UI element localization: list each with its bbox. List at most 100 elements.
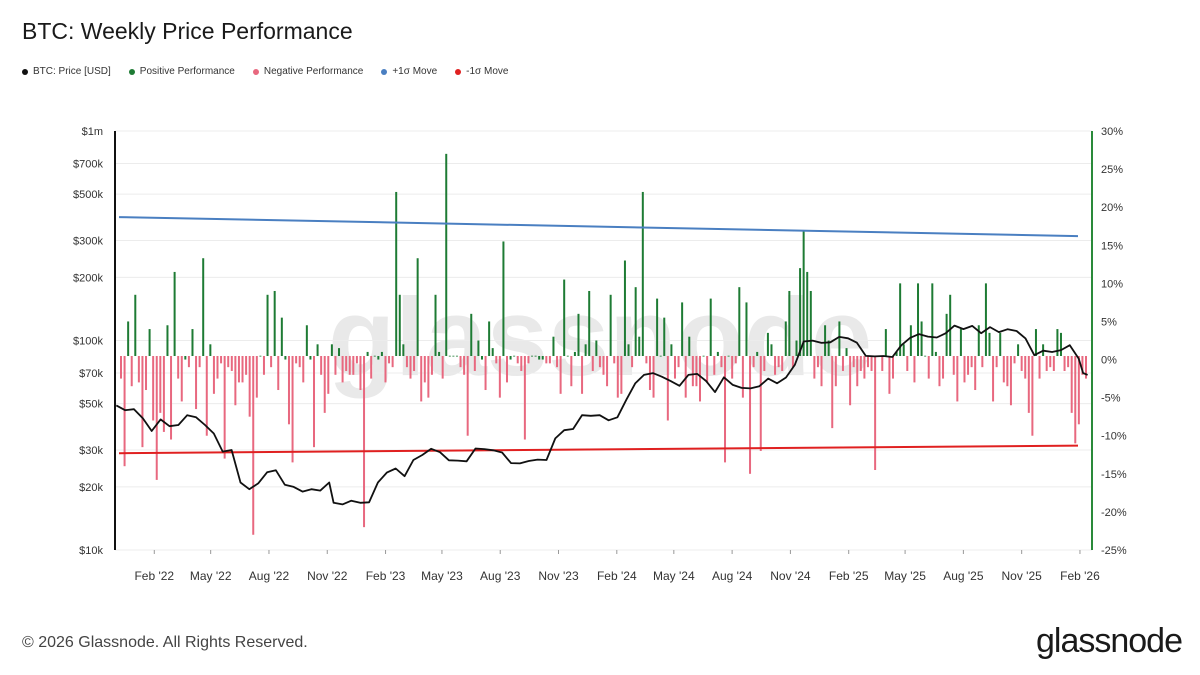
- negative-bar: [666, 356, 669, 421]
- positive-bar: [273, 290, 276, 356]
- positive-bar: [638, 336, 641, 356]
- negative-bar: [1077, 356, 1080, 425]
- positive-bar: [470, 313, 473, 356]
- positive-bar: [148, 329, 151, 356]
- negative-bar: [1038, 356, 1041, 379]
- negative-bar: [570, 356, 573, 387]
- positive-bar: [509, 356, 512, 360]
- negative-bar: [527, 356, 530, 364]
- positive-bar: [899, 283, 902, 356]
- negative-bar: [277, 356, 280, 391]
- negative-bar: [967, 356, 970, 375]
- negative-bar: [631, 356, 634, 368]
- positive-bar: [366, 351, 369, 356]
- x-tick-label: Feb '22: [134, 569, 174, 583]
- negative-bar: [892, 356, 894, 379]
- watermark: glassnode: [328, 276, 872, 399]
- positive-bar: [134, 294, 137, 356]
- negative-bar: [355, 356, 358, 364]
- positive-bar: [1017, 344, 1020, 356]
- negative-bar: [652, 356, 655, 398]
- negative-bar: [1049, 356, 1052, 368]
- positive-bar: [949, 294, 952, 356]
- negative-bar: [463, 356, 466, 375]
- right-tick-label: -25%: [1101, 545, 1127, 557]
- legend-item-positive[interactable]: Positive Performance: [128, 66, 235, 77]
- negative-bar: [516, 356, 519, 364]
- negative-bar: [1006, 356, 1009, 387]
- positive-bar: [799, 268, 802, 356]
- negative-bar: [506, 356, 508, 383]
- negative-bar: [255, 356, 258, 398]
- negative-bar: [545, 356, 548, 364]
- positive-bar: [659, 355, 662, 357]
- negative-bar: [170, 356, 173, 440]
- legend-item-minus-sigma[interactable]: -1σ Move: [455, 66, 508, 77]
- negative-bar: [970, 356, 973, 368]
- negative-bar: [359, 356, 362, 391]
- negative-bar: [313, 356, 315, 448]
- negative-bar: [992, 356, 995, 402]
- positive-bar: [756, 351, 759, 356]
- positive-bar: [448, 355, 451, 357]
- x-tick-label: Aug '24: [712, 569, 753, 583]
- plus-sigma-line: [118, 216, 1079, 238]
- negative-bar: [777, 356, 780, 368]
- x-tick-label: Aug '22: [249, 569, 290, 583]
- positive-bar: [784, 321, 787, 356]
- x-tick-label: Nov '24: [770, 569, 811, 583]
- positive-bar: [623, 260, 626, 356]
- negative-bar: [484, 356, 487, 391]
- negative-bar: [927, 356, 930, 379]
- negative-bar: [691, 356, 694, 387]
- negative-bar: [763, 356, 766, 371]
- negative-bar: [781, 356, 784, 371]
- positive-bar: [634, 287, 637, 356]
- positive-bar: [977, 325, 980, 356]
- legend-item-negative[interactable]: Negative Performance: [252, 66, 363, 77]
- negative-bar: [1031, 356, 1034, 436]
- performance-bars: [120, 153, 1087, 535]
- legend-label-minus-sigma: -1σ Move: [466, 66, 509, 77]
- negative-bar: [159, 356, 162, 413]
- positive-bar: [534, 355, 537, 357]
- negative-bar: [598, 356, 601, 368]
- positive-bar: [845, 348, 848, 356]
- negative-bar: [291, 356, 294, 463]
- positive-bar: [770, 344, 773, 356]
- x-tick-label: Feb '26: [1060, 569, 1100, 583]
- negative-bar: [323, 356, 326, 413]
- legend-item-price[interactable]: BTC: Price [USD]: [22, 66, 111, 77]
- positive-bar: [656, 298, 659, 356]
- negative-bar: [145, 356, 148, 391]
- negative-bar: [1052, 356, 1055, 371]
- positive-bar: [416, 258, 419, 356]
- negative-bar: [1027, 356, 1030, 413]
- negative-bar: [187, 356, 190, 368]
- x-tick-label: Nov '25: [1002, 569, 1043, 583]
- legend-dot-positive: [128, 68, 135, 75]
- negative-bar: [230, 356, 233, 371]
- negative-bar: [695, 356, 698, 387]
- x-tick-label: Nov '22: [307, 569, 348, 583]
- positive-bar: [809, 290, 812, 356]
- negative-bar: [720, 356, 723, 368]
- positive-bar: [445, 153, 448, 356]
- positive-bar: [924, 355, 927, 357]
- negative-bar: [252, 356, 255, 535]
- positive-bar: [184, 356, 187, 360]
- negative-bar: [441, 356, 444, 379]
- positive-bar: [934, 351, 937, 356]
- negative-bar: [1002, 356, 1005, 383]
- positive-bar: [920, 321, 923, 356]
- positive-bar: [577, 313, 580, 356]
- positive-bar: [127, 321, 130, 356]
- negative-bar: [673, 356, 676, 379]
- negative-bar: [888, 356, 891, 394]
- negative-bar: [791, 356, 794, 368]
- positive-bar: [917, 283, 920, 356]
- positive-bar: [202, 258, 205, 356]
- chart-title: BTC: Weekly Price Performance: [22, 18, 353, 44]
- legend-item-plus-sigma[interactable]: +1σ Move: [381, 66, 437, 77]
